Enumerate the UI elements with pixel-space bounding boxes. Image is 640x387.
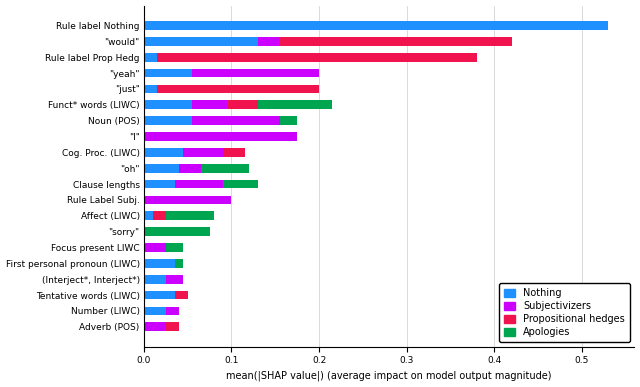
Bar (144, 211, 152, 220)
Bar (192, 100, 227, 109)
Bar (144, 307, 166, 315)
Bar (175, 259, 183, 268)
Bar (144, 259, 175, 268)
Bar (201, 164, 249, 173)
Bar (223, 148, 244, 157)
Bar (258, 100, 332, 109)
Bar (144, 116, 192, 125)
X-axis label: mean(|SHAP value|) (average impact on model output magnitude): mean(|SHAP value|) (average impact on mo… (227, 371, 552, 382)
Bar (223, 180, 258, 188)
Bar (227, 100, 258, 109)
Bar (144, 68, 192, 77)
Bar (144, 275, 166, 284)
Bar (166, 307, 179, 315)
Bar (166, 275, 183, 284)
Bar (144, 164, 179, 173)
Bar (144, 322, 166, 331)
Bar (166, 322, 179, 331)
Bar (280, 116, 297, 125)
Legend: Nothing, Subjectivizers, Propositional hedges, Apologies: Nothing, Subjectivizers, Propositional h… (499, 283, 630, 342)
Bar (144, 180, 175, 188)
Bar (144, 243, 166, 252)
Bar (157, 84, 319, 93)
Bar (144, 148, 183, 157)
Bar (144, 291, 175, 300)
Bar (192, 68, 319, 77)
Bar (175, 180, 223, 188)
Bar (144, 21, 608, 30)
Bar (166, 211, 214, 220)
Bar (144, 84, 157, 93)
Bar (183, 148, 223, 157)
Bar (192, 116, 280, 125)
Bar (144, 37, 258, 46)
Bar (258, 37, 280, 46)
Bar (175, 291, 188, 300)
Bar (144, 53, 157, 62)
Bar (152, 211, 166, 220)
Bar (166, 243, 183, 252)
Bar (157, 53, 477, 62)
Bar (144, 100, 192, 109)
Bar (144, 132, 297, 141)
Bar (280, 37, 512, 46)
Bar (144, 227, 209, 236)
Bar (144, 195, 232, 204)
Bar (179, 164, 201, 173)
